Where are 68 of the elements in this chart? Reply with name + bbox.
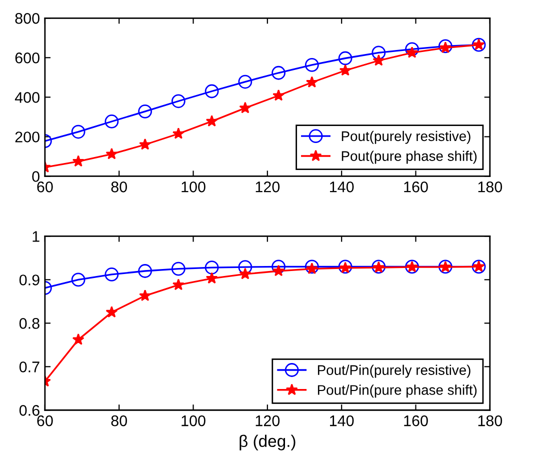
point: [139, 138, 152, 150]
point: [71, 272, 86, 287]
x-tick-label: 60: [37, 415, 53, 426]
point: [272, 66, 286, 80]
point: [306, 76, 318, 88]
legend-label: Pout(purely resistive): [342, 130, 470, 144]
x-tick-label: 180: [478, 182, 502, 192]
point: [372, 54, 385, 66]
point: [206, 115, 218, 126]
point: [406, 46, 418, 58]
point: [272, 264, 285, 276]
x-tick-label: 140: [330, 182, 354, 192]
point: [104, 114, 119, 128]
x-tick-label: 120: [256, 182, 280, 192]
point: [405, 42, 419, 56]
x-tick-label: 180: [478, 415, 502, 426]
point: [138, 264, 152, 278]
x-tick-label: 100: [182, 415, 206, 426]
point: [204, 84, 219, 98]
y-tick-label: 600: [15, 52, 40, 64]
y-tick-label: 1: [32, 231, 40, 242]
x-tick-label: 120: [256, 415, 280, 426]
point: [71, 124, 86, 139]
y-tick-label: 0.7: [19, 362, 40, 372]
legend-label: Pout/Pin(purely resistive): [318, 364, 470, 378]
point: [438, 39, 452, 54]
x-tick-label: 80: [111, 415, 127, 426]
point: [304, 260, 319, 274]
point: [238, 74, 252, 89]
point: [206, 272, 218, 284]
legend-label: Pout(pure phase shift): [342, 150, 477, 164]
x-tick-label: 160: [404, 415, 428, 426]
x-tick-label: 80: [111, 182, 127, 192]
x-tick-label: 160: [404, 182, 428, 192]
legend-label: Pout/Pin(pure phase shift): [318, 384, 477, 398]
point: [172, 278, 184, 290]
x-tick-label: 140: [330, 415, 354, 426]
point: [439, 42, 452, 53]
point: [106, 148, 118, 160]
point: [304, 58, 319, 72]
y-tick-label: 0.8: [19, 318, 40, 329]
y-tick-label: 200: [15, 132, 40, 142]
x-tick-label: 100: [182, 182, 206, 192]
point: [306, 262, 318, 274]
point: [104, 268, 119, 282]
point: [372, 46, 386, 60]
y-tick-label: 0.6: [19, 405, 40, 416]
point: [239, 102, 252, 114]
point: [171, 94, 186, 108]
point: [106, 306, 118, 318]
point: [204, 260, 219, 274]
y-tick-label: 400: [14, 92, 40, 103]
point: [72, 333, 84, 345]
point: [272, 89, 285, 101]
x-tick-label: 60: [37, 182, 53, 192]
point: [239, 268, 252, 280]
y-tick-label: 0: [32, 171, 40, 182]
point: [172, 127, 184, 139]
point: [339, 64, 352, 76]
y-tick-label: 800: [15, 13, 40, 24]
point: [72, 155, 84, 167]
point: [338, 51, 352, 66]
point: [138, 104, 152, 118]
y-tick-label: 0.9: [19, 274, 40, 286]
point: [272, 260, 286, 274]
point: [171, 262, 186, 276]
point: [139, 290, 152, 301]
x-axis-title: β (deg.): [240, 434, 296, 450]
